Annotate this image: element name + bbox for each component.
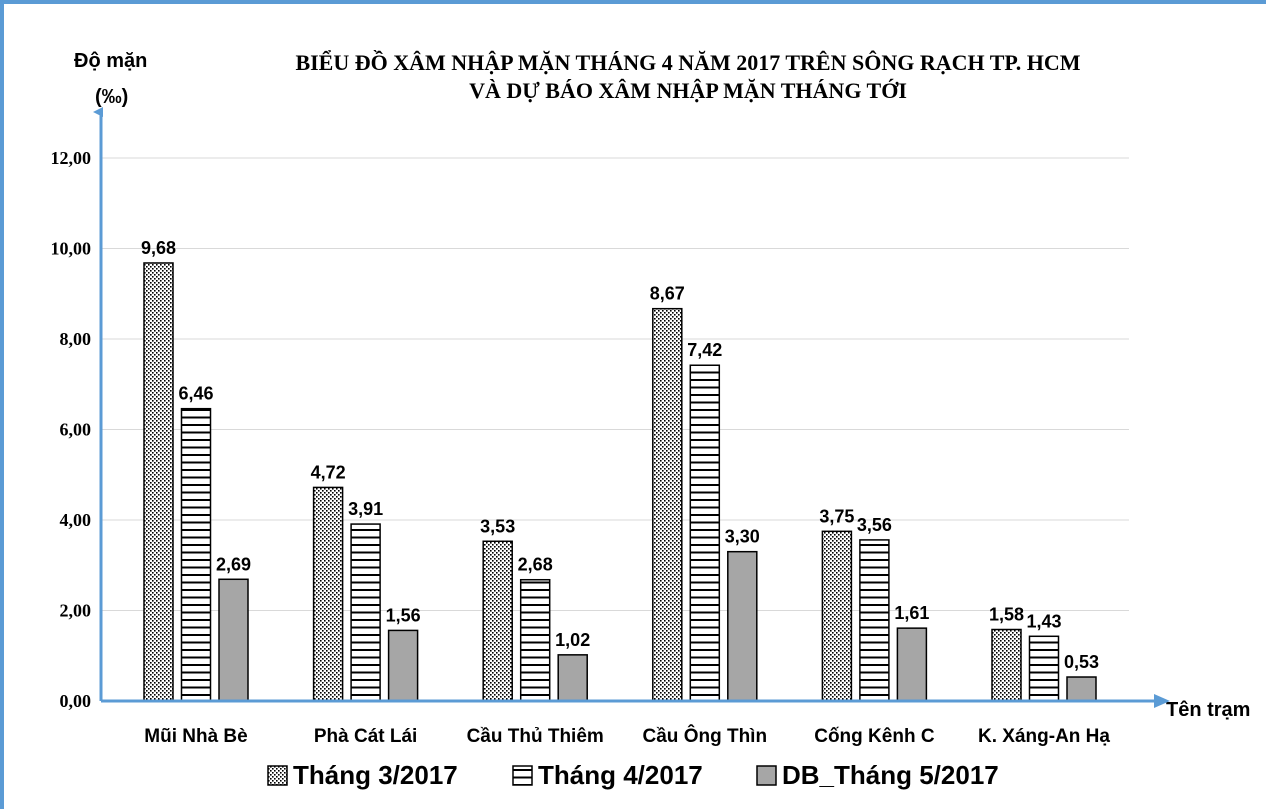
x-axis-label: Tên trạm xyxy=(1166,699,1250,721)
bar-hlines xyxy=(859,539,890,702)
bar-hlines xyxy=(180,407,212,702)
y-tick-label: 10,00 xyxy=(51,239,92,259)
y-axis-label-line2: (‰) xyxy=(95,86,128,108)
bar-dots xyxy=(482,540,513,702)
bar-dots xyxy=(821,530,853,702)
data-label: 1,02 xyxy=(555,630,590,650)
salinity-bar-chart: BIỂU ĐỒ XÂM NHẬP MẶN THÁNG 4 NĂM 2017 TR… xyxy=(51,50,1251,790)
bar-solid xyxy=(727,550,758,702)
bar-solid xyxy=(387,629,419,702)
bar-dots xyxy=(652,307,683,702)
data-label: 3,75 xyxy=(819,506,854,526)
y-tick-label: 6,00 xyxy=(60,420,92,440)
data-label: 1,56 xyxy=(386,605,421,625)
category-label: Mũi Nhà Bè xyxy=(144,726,247,747)
category-label: K. Xáng-An Hạ xyxy=(978,726,1110,747)
legend-swatch-thang4 xyxy=(512,765,533,786)
bar-dots xyxy=(143,262,174,702)
bar-hlines xyxy=(350,523,381,702)
y-tick-label: 12,00 xyxy=(51,148,92,168)
legend-label-db-thang5: DB_Tháng 5/2017 xyxy=(782,760,999,790)
data-label: 3,56 xyxy=(857,515,892,535)
data-label: 0,53 xyxy=(1064,652,1099,672)
chart-title-line1: BIỂU ĐỒ XÂM NHẬP MẶN THÁNG 4 NĂM 2017 TR… xyxy=(295,50,1080,75)
legend-swatch-thang3 xyxy=(267,765,288,786)
data-label: 3,91 xyxy=(348,499,383,519)
category-label: Cầu Thủ Thiêm xyxy=(467,726,604,747)
gridlines xyxy=(101,157,1129,611)
bar-solid xyxy=(218,578,249,702)
chart-title-line2: VÀ DỰ BÁO XÂM NHẬP MẶN THÁNG TỚI xyxy=(469,78,907,103)
data-label: 3,30 xyxy=(725,527,760,547)
data-label: 4,72 xyxy=(311,462,346,482)
legend-swatch-db-thang5 xyxy=(756,765,777,786)
data-label: 2,69 xyxy=(216,554,251,574)
legend: Tháng 3/2017 Tháng 4/2017 DB_Tháng 5/201… xyxy=(267,760,999,790)
category-labels: Mũi Nhà Bè Phà Cát Lái Cầu Thủ Thiêm Cầu Ôn… xyxy=(144,725,1110,747)
category-label: Phà Cát Lái xyxy=(314,726,417,747)
data-label: 2,68 xyxy=(518,555,553,575)
data-label: 1,43 xyxy=(1026,611,1061,631)
bar-hlines xyxy=(519,578,551,702)
bar-hlines xyxy=(689,364,721,702)
y-tick-label: 4,00 xyxy=(60,510,92,530)
data-labels: 9,68 6,46 2,69 4,723,91 1,56 3,532,68 1,02 8,67… xyxy=(141,238,1099,672)
data-label: 6,46 xyxy=(178,384,213,404)
data-label: 1,58 xyxy=(989,605,1024,625)
data-label: 7,42 xyxy=(687,340,722,360)
y-tick-labels: 0,00 2,00 4,00 6,00 8,00 10,00 12,00 xyxy=(51,148,92,711)
legend-label-thang3: Tháng 3/2017 xyxy=(293,760,458,790)
bar-solid xyxy=(557,654,588,702)
y-tick-label: 8,00 xyxy=(60,329,92,349)
bar-dots xyxy=(312,486,344,702)
data-label: 3,53 xyxy=(480,516,515,536)
data-label: 1,61 xyxy=(894,603,929,623)
x-axis-arrow-head xyxy=(1154,694,1170,708)
bar-hlines xyxy=(1028,635,1060,702)
bar-solid xyxy=(896,627,928,702)
y-axis-label-line1: Độ mặn xyxy=(74,50,147,72)
bar-solid xyxy=(1066,676,1097,702)
y-tick-label: 0,00 xyxy=(60,691,92,711)
y-tick-label: 2,00 xyxy=(60,601,92,621)
legend-label-thang4: Tháng 4/2017 xyxy=(538,760,703,790)
category-label: Cầu Ông Thìn xyxy=(643,725,768,747)
bar-dots xyxy=(991,628,1022,702)
bars xyxy=(143,262,1097,702)
category-label: Cống Kênh C xyxy=(814,726,935,747)
data-label: 9,68 xyxy=(141,238,176,258)
data-label: 8,67 xyxy=(650,284,685,304)
